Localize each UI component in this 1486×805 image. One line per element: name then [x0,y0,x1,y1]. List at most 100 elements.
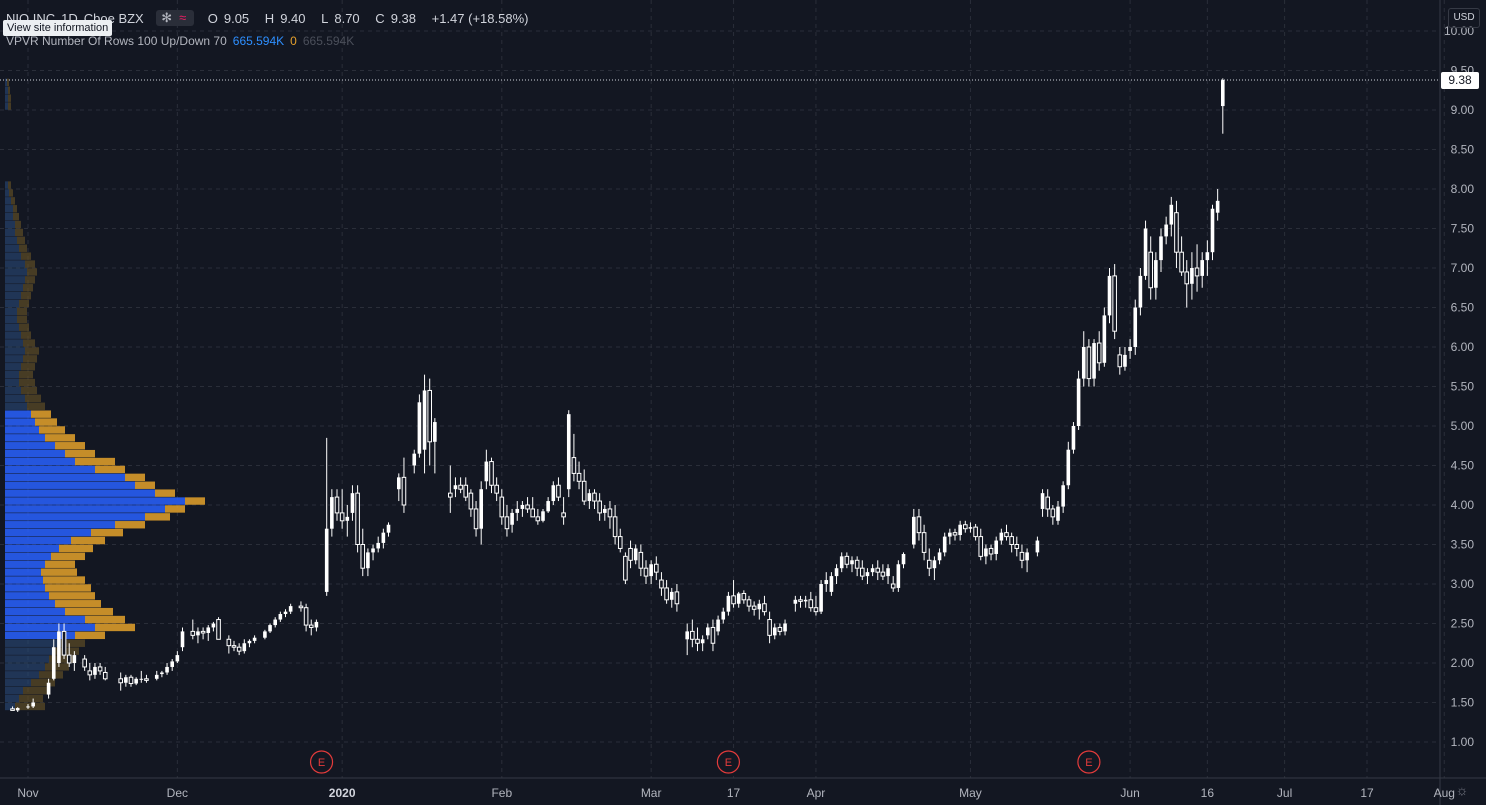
candle [401,457,407,513]
candle-body-up [314,621,319,628]
candle-body-down [360,544,366,569]
candle [603,505,607,521]
earnings-marker-circle[interactable] [1077,750,1101,774]
earnings-marker-circle[interactable] [716,750,741,774]
candle-body-up [1025,552,1029,561]
candle [1154,252,1158,300]
vp-row-down [17,307,27,316]
candle-body-down [571,457,577,474]
candle [921,524,927,561]
last-price-label: 9.38 [1441,72,1479,89]
candle [824,572,829,592]
candle-body-up [870,568,875,573]
time-tick-label: 17 [727,786,741,800]
high-label: H [264,10,275,26]
candle-body-up [57,631,61,663]
candle-body-down [102,671,108,680]
candle [978,528,984,561]
currency-button[interactable]: USD [1448,8,1480,28]
candle-body-down [298,605,304,609]
candle-body-down [875,567,881,573]
candle [808,591,814,612]
candle [1050,505,1056,525]
time-tick-label: May [959,786,982,800]
candle-body-up [1143,228,1148,276]
candle [1071,422,1076,454]
candle-body-up [803,599,808,602]
candle [916,508,922,541]
vp-row-up [5,449,65,458]
candle [926,548,932,577]
chart-settings-gear-icon[interactable]: ☼ [1455,782,1469,798]
time-axis[interactable]: Nov Dec 2020 Feb Mar 17 Apr May Jun 16 Jul 17 Aug [0,777,1486,800]
price-axis[interactable]: 1.00 1.50 2.00 2.50 3.00 3.50 4.00 4.50 5.00 5.50… [1439,0,1474,805]
candle-body-down [1019,551,1025,561]
candle [1066,441,1071,490]
time-tick-label: Nov [17,786,38,800]
candle [659,572,664,596]
candle-body-down [1184,271,1190,285]
vp-row-up [5,513,145,521]
candle-body-up [942,536,947,553]
vp-row-up [5,181,8,189]
indicator-name[interactable]: VPVR Number Of Rows 100 Up/Down 70 [6,34,227,48]
compare-wave-icon[interactable]: ≈ [179,10,187,25]
candle-body-up [154,674,159,679]
candle-body-down [926,559,932,569]
vp-row-down [71,536,105,545]
candle [350,485,355,521]
candle [1143,220,1148,280]
vp-row-down [25,394,41,403]
vp-row-down [65,449,95,458]
vp-row-up [5,410,31,418]
candle [87,663,93,681]
vp-row-up [5,276,25,284]
candle-body-down [607,508,613,518]
candle [984,544,988,565]
candle-body-down [617,536,623,549]
candle-body-down [308,624,314,628]
earnings-marker[interactable]: E [309,750,334,774]
candle [433,418,437,474]
earnings-marker-label: E [318,757,325,769]
candle [829,572,834,596]
candle [190,619,196,640]
candle-body-up [886,568,890,577]
candle [525,497,530,513]
candle [556,477,561,502]
candle [886,564,890,584]
earnings-marker[interactable]: E [716,750,741,774]
candle-body-down [216,619,221,640]
chart-grid [0,0,1445,778]
candle [783,619,787,636]
candle-body-down [355,492,360,545]
candle-body-down [581,480,587,502]
candle-body-up [15,708,20,711]
vp-row-down [95,465,125,474]
candle-body-up [520,505,525,509]
earnings-marker-circle[interactable] [309,750,334,774]
candle-body-up [772,627,777,636]
vp-row-up [5,623,95,632]
settings-asterisk-icon[interactable]: ✻ [161,10,173,25]
candle-body-down [87,670,93,676]
candle-body-up [1061,485,1065,507]
vp-row-down [21,363,35,371]
low-value: 8.70 [334,10,360,26]
candle [170,659,174,671]
earnings-marker[interactable]: E [1077,750,1101,774]
candle [160,670,164,678]
candle [535,508,541,525]
candle-body-up [160,672,164,675]
candle-body-up [371,548,375,553]
candle-body-up [1190,268,1194,284]
candle-body-down [659,579,664,589]
candle-body-up [386,524,391,533]
vp-row-down [39,671,63,679]
candle-body-up [824,580,829,584]
vp-row-down [145,513,170,521]
vp-row-up [5,600,55,608]
candle [1004,524,1009,541]
